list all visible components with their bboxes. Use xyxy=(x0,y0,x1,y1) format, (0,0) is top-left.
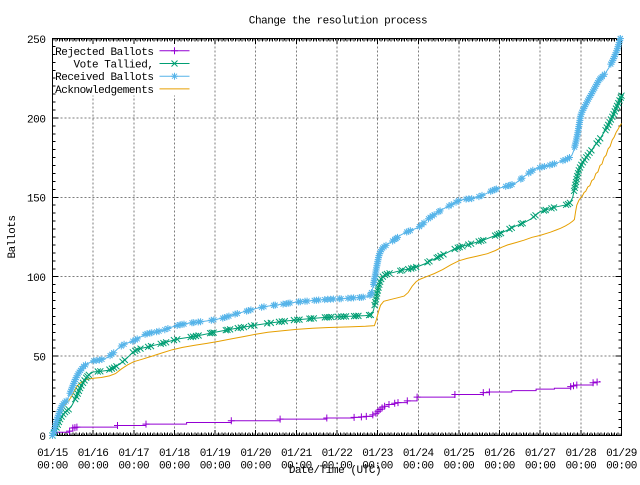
svg-text:00:00: 00:00 xyxy=(118,461,149,473)
svg-text:00:00: 00:00 xyxy=(606,461,637,473)
svg-text:00:00: 00:00 xyxy=(200,461,231,473)
svg-text:01/19: 01/19 xyxy=(200,448,231,460)
svg-text:0: 0 xyxy=(39,432,45,444)
svg-text:00:00: 00:00 xyxy=(484,461,515,473)
svg-text:200: 200 xyxy=(27,114,45,126)
svg-text:01/26: 01/26 xyxy=(484,448,515,460)
svg-text:01/28: 01/28 xyxy=(566,448,597,460)
svg-text:00:00: 00:00 xyxy=(281,461,312,473)
svg-text:Date/Time (UTC): Date/Time (UTC) xyxy=(289,465,381,477)
svg-text:00:00: 00:00 xyxy=(403,461,434,473)
svg-text:01/21: 01/21 xyxy=(281,448,313,460)
svg-text:00:00: 00:00 xyxy=(444,461,475,473)
svg-text:Change the resolution process: Change the resolution process xyxy=(249,16,427,28)
svg-text:Rejected Ballots: Rejected Ballots xyxy=(55,47,153,59)
svg-text:Received Ballots: Received Ballots xyxy=(55,72,153,84)
svg-text:50: 50 xyxy=(33,353,45,365)
svg-text:01/29: 01/29 xyxy=(606,448,637,460)
svg-text:00:00: 00:00 xyxy=(159,461,190,473)
svg-text:01/24: 01/24 xyxy=(403,448,435,460)
svg-text:Acknowledgements: Acknowledgements xyxy=(55,85,153,97)
svg-text:01/17: 01/17 xyxy=(118,448,149,460)
svg-text:01/16: 01/16 xyxy=(78,448,109,460)
svg-text:Ballots: Ballots xyxy=(7,215,19,258)
svg-text:100: 100 xyxy=(27,273,45,285)
svg-text:01/22: 01/22 xyxy=(322,448,353,460)
svg-text:00:00: 00:00 xyxy=(240,461,271,473)
svg-text:00:00: 00:00 xyxy=(37,461,68,473)
svg-text:01/20: 01/20 xyxy=(240,448,271,460)
svg-text:150: 150 xyxy=(27,194,45,206)
svg-text:01/15: 01/15 xyxy=(37,448,68,460)
svg-text:01/23: 01/23 xyxy=(362,448,393,460)
svg-text:01/25: 01/25 xyxy=(444,448,475,460)
svg-text:01/18: 01/18 xyxy=(159,448,190,460)
svg-text:01/27: 01/27 xyxy=(525,448,556,460)
svg-text:00:00: 00:00 xyxy=(362,461,393,473)
svg-text:00:00: 00:00 xyxy=(78,461,109,473)
svg-text:00:00: 00:00 xyxy=(525,461,556,473)
svg-text:00:00: 00:00 xyxy=(322,461,353,473)
svg-text:Vote Tallied,: Vote Tallied, xyxy=(74,60,154,72)
svg-text:00:00: 00:00 xyxy=(566,461,597,473)
svg-text:250: 250 xyxy=(27,35,45,47)
